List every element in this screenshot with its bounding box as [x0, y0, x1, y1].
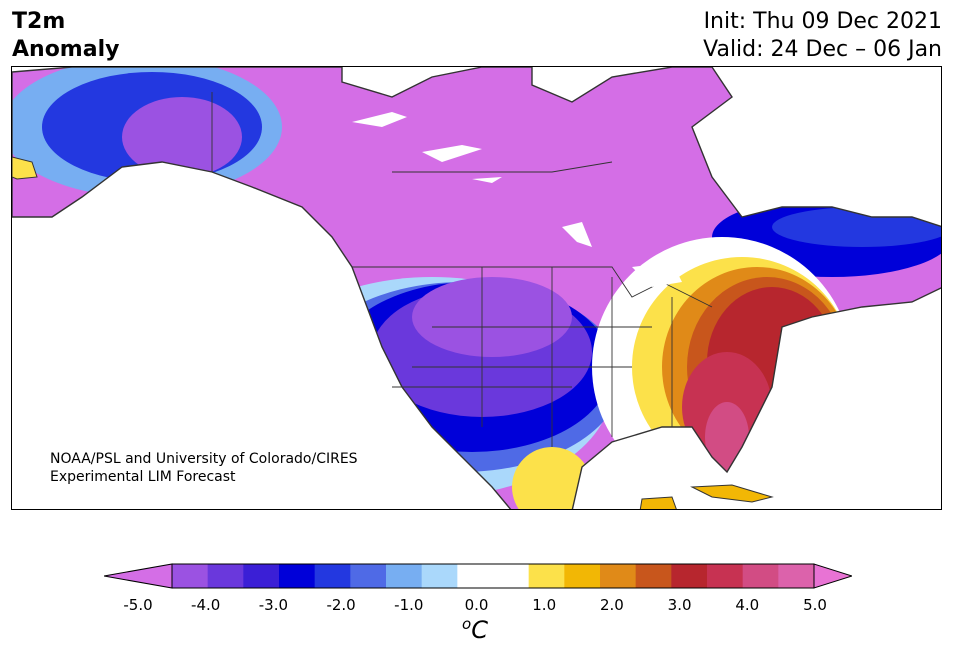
colorbar-cell	[314, 564, 351, 588]
colorbar-cell	[600, 564, 637, 588]
title-line-2: Anomaly	[12, 37, 120, 62]
cuba	[690, 484, 774, 503]
colorbar	[104, 563, 852, 589]
forecast-dates: Init: Thu 09 Dec 2021 Valid: 24 Dec – 06…	[703, 8, 942, 64]
colorbar-cell	[350, 564, 387, 588]
colorbar-cell	[172, 564, 209, 588]
colorbar-tick-label: 5.0	[803, 596, 827, 614]
colorbar-cell	[707, 564, 744, 588]
init-date: Init: Thu 09 Dec 2021	[703, 9, 942, 34]
lakes	[352, 112, 682, 287]
map-title: T2m Anomaly	[12, 8, 119, 64]
colorbar-frame	[171, 563, 815, 589]
credit-text: NOAA/PSL and University of Colorado/CIRE…	[50, 450, 358, 486]
colorbar-cell	[671, 564, 708, 588]
credit-line-2: Experimental LIM Forecast	[50, 469, 236, 485]
colorbar-cell	[528, 564, 565, 588]
map-canvas	[12, 67, 941, 509]
colorbar-cell	[457, 564, 494, 588]
title-line-1: T2m	[12, 9, 66, 34]
anomaly-map: NOAA/PSL and University of Colorado/CIRE…	[11, 66, 942, 510]
colorbar-cell	[386, 564, 423, 588]
bahamas-region	[639, 496, 677, 509]
colorbar-tick-label: 1.0	[532, 596, 557, 614]
colorbar-cell	[742, 564, 779, 588]
colorbar-tick-label: 0.0	[464, 596, 489, 614]
colorbar-cell	[421, 564, 458, 588]
colorbar-cell	[635, 564, 672, 588]
west-land-fragment	[12, 156, 38, 180]
unit-letter: C	[471, 616, 488, 644]
colorbar-cell	[279, 564, 316, 588]
colorbar-tick-label: -3.0	[258, 596, 289, 614]
colorbar-cell	[493, 564, 530, 588]
colorbar-tick-label: 3.0	[667, 596, 692, 614]
valid-period: Valid: 24 Dec – 06 Jan	[703, 37, 942, 62]
unit-degree: o	[462, 615, 472, 633]
colorbar-ticks: -5.0 -4.0 -3.0 -2.0 -1.0 0.0 1.0 2.0 3.0 4.0 5.0	[0, 596, 953, 618]
colorbar-max-arrow	[813, 563, 852, 589]
colorbar-unit: oC	[462, 615, 488, 644]
colorbar-min-arrow	[104, 563, 173, 589]
colorbar-tick-label: -4.0	[191, 596, 221, 614]
colorbar-tick-label: -2.0	[326, 596, 356, 614]
colorbar-tick-label: 2.0	[599, 596, 624, 614]
colorbar-cell	[564, 564, 601, 588]
credit-line-1: NOAA/PSL and University of Colorado/CIRE…	[50, 451, 358, 467]
colorbar-tick-label: -1.0	[394, 596, 424, 614]
colorbar-tick-label: 4.0	[735, 596, 760, 614]
colorbar-tick-label: -5.0	[123, 596, 153, 614]
colorbar-cell	[778, 564, 815, 588]
colorbar-cell	[207, 564, 244, 588]
coastline	[12, 67, 941, 509]
political-borders	[211, 92, 713, 447]
colorbar-cell	[243, 564, 280, 588]
